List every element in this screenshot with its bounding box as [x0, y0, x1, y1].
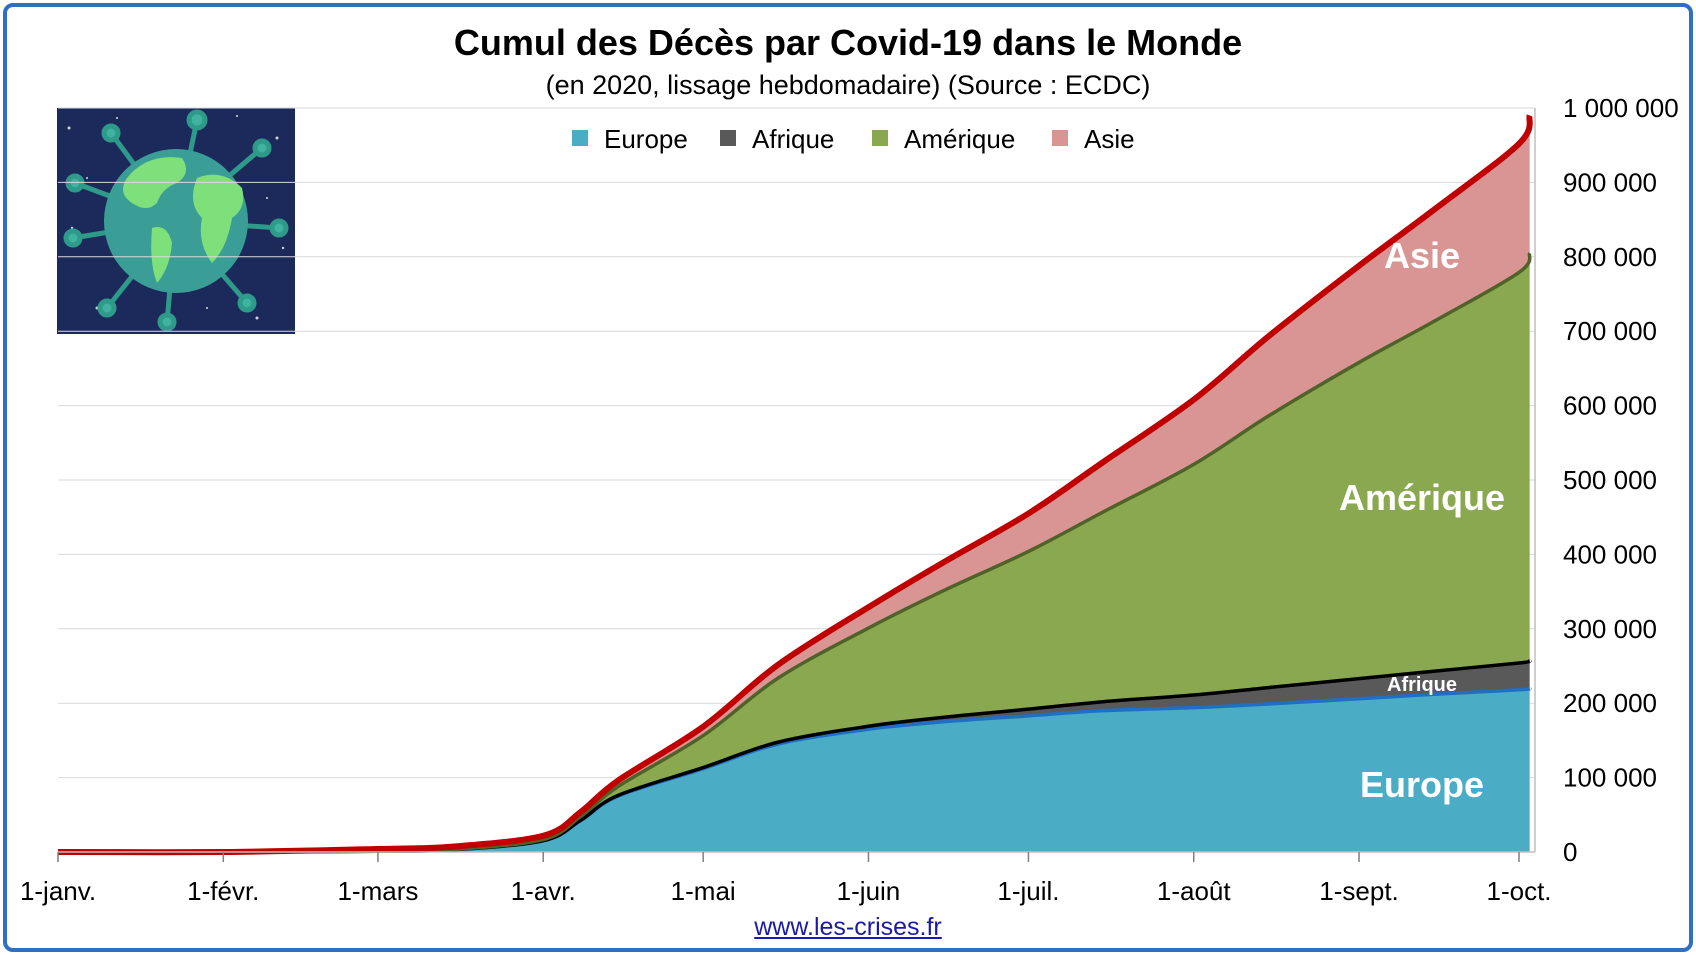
- legend-label-europe: Europe: [604, 124, 688, 154]
- area-europe: [58, 688, 1530, 853]
- globe-virus-icon: [57, 108, 295, 334]
- legend-swatch-europe: [572, 130, 588, 146]
- legend-label-amérique: Amérique: [904, 124, 1015, 154]
- x-tick-label: 1-janv.: [20, 876, 96, 906]
- x-tick-label: 1-juin: [837, 876, 901, 906]
- chart-title: Cumul des Décès par Covid-19 dans le Mon…: [453, 22, 1243, 63]
- legend-label-asie: Asie: [1084, 124, 1135, 154]
- x-tick-label: 1-avr.: [511, 876, 576, 906]
- area-amérique: [58, 253, 1530, 853]
- legend-swatch-afrique: [720, 130, 736, 146]
- legend-label-afrique: Afrique: [752, 124, 834, 154]
- legend-swatch-asie: [1052, 130, 1068, 146]
- legend-swatch-amérique: [872, 130, 888, 146]
- chart-subtitle: (en 2020, lissage hebdomadaire) (Source …: [545, 70, 1151, 100]
- y-tick-label: 500 000: [1563, 465, 1657, 495]
- x-tick-label: 1-août: [1157, 876, 1231, 906]
- y-tick-label: 600 000: [1563, 391, 1657, 421]
- y-tick-label: 100 000: [1563, 763, 1657, 793]
- x-tick-label: 1-mars: [337, 876, 418, 906]
- source-link[interactable]: www.les-crises.fr: [754, 913, 942, 941]
- y-tick-label: 1 000 000: [1563, 93, 1679, 123]
- area-label-amérique: Amérique: [1339, 477, 1505, 518]
- y-tick-label: 800 000: [1563, 242, 1657, 272]
- y-tick-label: 700 000: [1563, 316, 1657, 346]
- x-tick-label: 1-mai: [671, 876, 736, 906]
- area-label-afrique: Afrique: [1387, 674, 1457, 696]
- y-tick-label: 400 000: [1563, 539, 1657, 569]
- y-tick-label: 300 000: [1563, 614, 1657, 644]
- y-tick-label: 900 000: [1563, 167, 1657, 197]
- x-tick-label: 1-oct.: [1486, 876, 1551, 906]
- x-tick-label: 1-juil.: [997, 876, 1059, 906]
- area-label-europe: Europe: [1360, 764, 1484, 805]
- x-tick-label: 1-févr.: [187, 876, 259, 906]
- area-label-asie: Asie: [1384, 235, 1460, 276]
- x-tick-label: 1-sept.: [1319, 876, 1399, 906]
- y-tick-label: 0: [1563, 837, 1577, 867]
- y-tick-label: 200 000: [1563, 688, 1657, 718]
- series-line-asie: [57, 114, 1533, 856]
